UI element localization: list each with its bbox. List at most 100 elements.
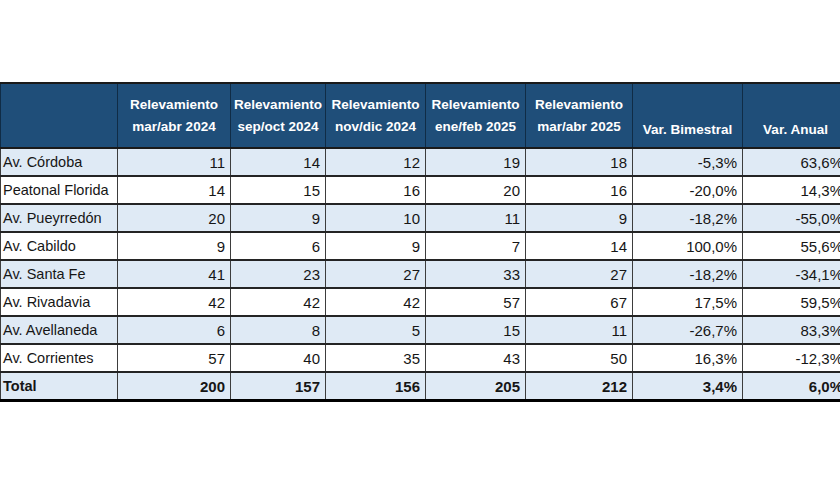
value-cell: 59,5% — [743, 288, 840, 316]
value-cell: 16 — [526, 176, 633, 204]
value-cell: 14 — [526, 232, 633, 260]
value-cell: 12 — [326, 148, 426, 176]
column-header-relevamiento-nov-dic-2024: Relevamientonov/dic 2024 — [326, 83, 426, 148]
table-row: Av. Rivadavia424242576717,5%59,5% — [1, 288, 840, 316]
value-cell: 50 — [526, 344, 633, 372]
value-cell: -55,0% — [743, 204, 840, 232]
value-cell: 14,3% — [743, 176, 840, 204]
value-cell: 16 — [326, 176, 426, 204]
value-cell: 15 — [231, 176, 326, 204]
header-label: Var. Anual — [745, 119, 840, 141]
table-row: Av. Córdoba1114121918-5,3%63,6% — [1, 148, 840, 176]
value-cell: 212 — [526, 372, 633, 401]
table-row: Av. Avellaneda6851511-26,7%83,3% — [1, 316, 840, 344]
value-cell: 27 — [326, 260, 426, 288]
value-cell: 40 — [231, 344, 326, 372]
value-cell: 20 — [118, 204, 231, 232]
column-header-var-anual: Var. Anual — [743, 83, 840, 148]
row-label-cell: Av. Córdoba — [1, 148, 118, 176]
column-header-relevamiento-ene-feb-2025: Relevamientoene/feb 2025 — [426, 83, 526, 148]
table-row: Av. Santa Fe4123273327-18,2%-34,1% — [1, 260, 840, 288]
header-label: Relevamiento — [428, 94, 523, 116]
column-header-relevamiento-mar-abr-2025: Relevamientomar/abr 2025 — [526, 83, 633, 148]
header-label: mar/abr 2024 — [120, 116, 228, 138]
value-cell: 35 — [326, 344, 426, 372]
value-cell: 17,5% — [633, 288, 743, 316]
row-label-cell: Av. Cabildo — [1, 232, 118, 260]
row-label-cell: Av. Avellaneda — [1, 316, 118, 344]
header-label: mar/abr 2025 — [528, 116, 630, 138]
row-label-cell: Peatonal Florida — [1, 176, 118, 204]
value-cell: 67 — [526, 288, 633, 316]
value-cell: 42 — [118, 288, 231, 316]
total-row: Total2001571562052123,4%6,0% — [1, 372, 840, 401]
pedestrian-survey-table: Relevamientomar/abr 2024Relevamientosep/… — [0, 82, 840, 402]
screenshot-canvas: Relevamientomar/abr 2024Relevamientosep/… — [0, 0, 840, 478]
value-cell: -18,2% — [633, 204, 743, 232]
value-cell: 33 — [426, 260, 526, 288]
value-cell: 14 — [118, 176, 231, 204]
row-label-cell: Av. Santa Fe — [1, 260, 118, 288]
value-cell: 11 — [526, 316, 633, 344]
table-row: Peatonal Florida1415162016-20,0%14,3% — [1, 176, 840, 204]
value-cell: 14 — [231, 148, 326, 176]
value-cell: 23 — [231, 260, 326, 288]
value-cell: 6,0% — [743, 372, 840, 401]
value-cell: 5 — [326, 316, 426, 344]
value-cell: 6 — [231, 232, 326, 260]
value-cell: 6 — [118, 316, 231, 344]
value-cell: 156 — [326, 372, 426, 401]
value-cell: 63,6% — [743, 148, 840, 176]
value-cell: 9 — [326, 232, 426, 260]
value-cell: 9 — [231, 204, 326, 232]
column-header-relevamiento-mar-abr-2024: Relevamientomar/abr 2024 — [118, 83, 231, 148]
value-cell: 9 — [118, 232, 231, 260]
header-label: nov/dic 2024 — [328, 116, 423, 138]
value-cell: 7 — [426, 232, 526, 260]
value-cell: 20 — [426, 176, 526, 204]
corner-header — [1, 83, 118, 148]
row-label-cell: Av. Pueyrredón — [1, 204, 118, 232]
value-cell: 9 — [526, 204, 633, 232]
row-label-cell: Av. Rivadavia — [1, 288, 118, 316]
value-cell: 83,3% — [743, 316, 840, 344]
table-row: Av. Cabildo969714100,0%55,6% — [1, 232, 840, 260]
header-label: Relevamiento — [233, 94, 323, 116]
header-label: Relevamiento — [120, 94, 228, 116]
value-cell: 10 — [326, 204, 426, 232]
value-cell: -12,3% — [743, 344, 840, 372]
row-label-cell: Av. Corrientes — [1, 344, 118, 372]
value-cell: 16,3% — [633, 344, 743, 372]
header-label: ene/feb 2025 — [428, 116, 523, 138]
value-cell: 100,0% — [633, 232, 743, 260]
table-header-row: Relevamientomar/abr 2024Relevamientosep/… — [1, 83, 840, 148]
value-cell: 19 — [426, 148, 526, 176]
value-cell: 11 — [426, 204, 526, 232]
header-label: sep/oct 2024 — [233, 116, 323, 138]
column-header-relevamiento-sep-oct-2024: Relevamientosep/oct 2024 — [231, 83, 326, 148]
value-cell: 55,6% — [743, 232, 840, 260]
header-label: Var. Bimestral — [635, 119, 740, 141]
value-cell: -18,2% — [633, 260, 743, 288]
value-cell: 42 — [231, 288, 326, 316]
value-cell: -20,0% — [633, 176, 743, 204]
value-cell: 27 — [526, 260, 633, 288]
column-header-var-bimestral: Var. Bimestral — [633, 83, 743, 148]
value-cell: 157 — [231, 372, 326, 401]
value-cell: 11 — [118, 148, 231, 176]
value-cell: -26,7% — [633, 316, 743, 344]
table-row: Av. Corrientes574035435016,3%-12,3% — [1, 344, 840, 372]
value-cell: 205 — [426, 372, 526, 401]
value-cell: -34,1% — [743, 260, 840, 288]
value-cell: 8 — [231, 316, 326, 344]
value-cell: 43 — [426, 344, 526, 372]
value-cell: 41 — [118, 260, 231, 288]
table-row: Av. Pueyrredón20910119-18,2%-55,0% — [1, 204, 840, 232]
value-cell: 3,4% — [633, 372, 743, 401]
value-cell: 18 — [526, 148, 633, 176]
value-cell: 200 — [118, 372, 231, 401]
row-label-cell: Total — [1, 372, 118, 401]
value-cell: 57 — [118, 344, 231, 372]
value-cell: 15 — [426, 316, 526, 344]
header-label: Relevamiento — [528, 94, 630, 116]
